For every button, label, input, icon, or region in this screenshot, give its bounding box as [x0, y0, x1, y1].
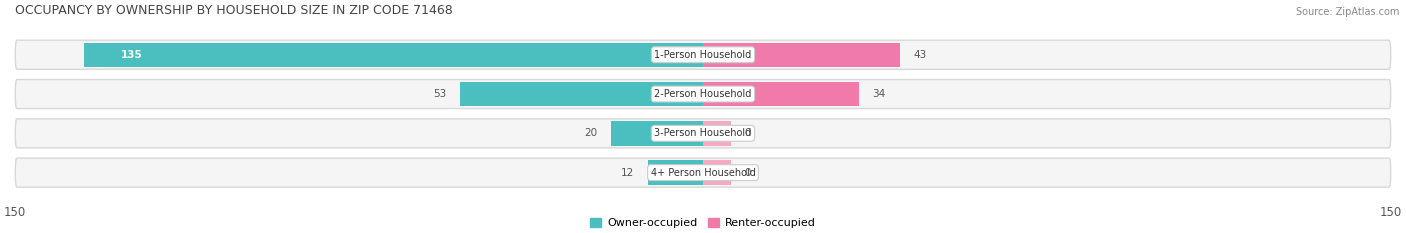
Text: 43: 43: [914, 50, 927, 60]
Text: 0: 0: [744, 168, 751, 178]
Bar: [703, 43, 900, 67]
Text: 135: 135: [121, 50, 142, 60]
Text: 1-Person Household: 1-Person Household: [654, 50, 752, 60]
Legend: Owner-occupied, Renter-occupied: Owner-occupied, Renter-occupied: [591, 218, 815, 228]
Text: Source: ZipAtlas.com: Source: ZipAtlas.com: [1295, 7, 1399, 17]
Text: 3-Person Household: 3-Person Household: [654, 128, 752, 138]
Bar: [703, 161, 731, 185]
FancyBboxPatch shape: [15, 79, 1391, 109]
Text: 2-Person Household: 2-Person Household: [654, 89, 752, 99]
Text: 34: 34: [873, 89, 886, 99]
Text: OCCUPANCY BY OWNERSHIP BY HOUSEHOLD SIZE IN ZIP CODE 71468: OCCUPANCY BY OWNERSHIP BY HOUSEHOLD SIZE…: [15, 4, 453, 17]
Text: 4+ Person Household: 4+ Person Household: [651, 168, 755, 178]
FancyBboxPatch shape: [15, 40, 1391, 69]
Bar: [460, 82, 703, 106]
FancyBboxPatch shape: [15, 119, 1391, 148]
FancyBboxPatch shape: [15, 158, 1391, 187]
Text: 0: 0: [744, 128, 751, 138]
Bar: [84, 43, 703, 67]
Text: 12: 12: [621, 168, 634, 178]
Text: 53: 53: [433, 89, 446, 99]
Bar: [612, 121, 703, 146]
Text: 20: 20: [585, 128, 598, 138]
Bar: [703, 121, 731, 146]
Bar: [703, 82, 859, 106]
Bar: [648, 161, 703, 185]
